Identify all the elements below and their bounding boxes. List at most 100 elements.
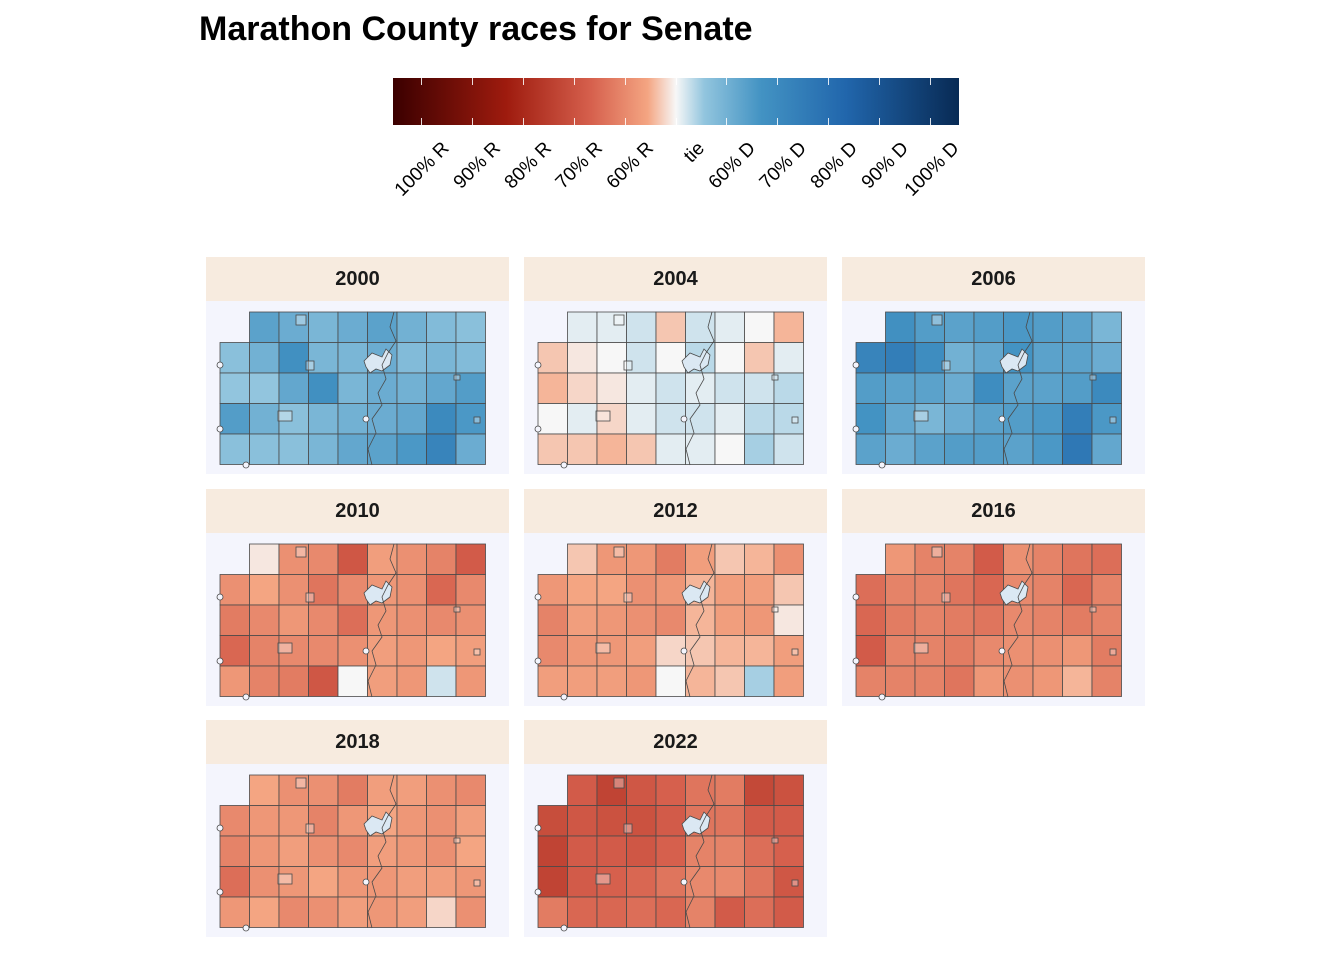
legend-label: 80% R [500,138,557,194]
township-cell [626,866,657,898]
municipality-outline [623,592,633,603]
municipality-outline [771,606,779,613]
township-cell [537,665,568,697]
township-cell [855,604,886,636]
legend-tick-top [420,78,422,85]
township-cell [1062,635,1093,667]
municipality-outline [473,879,481,887]
township-cell [426,372,457,404]
county-map-svg [852,543,1122,701]
river-line [367,774,397,929]
village-outline [534,593,542,601]
township-cell [396,574,427,606]
river-line [1003,311,1033,466]
township-cell [914,604,945,636]
township-cell [567,574,598,606]
municipality-outline [623,823,633,834]
township-cell [855,433,886,465]
municipality-outline [913,410,929,422]
township-cell [426,604,457,636]
township-cell [655,665,686,697]
township-cell [219,896,250,928]
township-cell [626,896,657,928]
township-cell [626,433,657,465]
municipality-outline [623,360,633,371]
township-cell [396,866,427,898]
township-cell [308,342,339,374]
municipality-outline [771,837,779,844]
township-cell [219,805,250,837]
county-map-svg [216,311,486,469]
facet-strip-label: 2010 [206,489,509,533]
township-cell [249,342,280,374]
township-cell [744,635,775,667]
township-cell [1003,665,1034,697]
township-cell [1062,665,1093,697]
township-cell [367,433,398,465]
township-cell [308,604,339,636]
township-cell [219,866,250,898]
village-outline [242,461,250,469]
township-cell [714,372,745,404]
township-cell [744,311,775,343]
village-outline [242,693,250,701]
village-outline [534,888,542,896]
village-outline [362,415,370,423]
township-cell [655,574,686,606]
municipality-outline [613,777,625,789]
township-cell [1091,665,1122,697]
township-cell [249,866,280,898]
township-cell [219,574,250,606]
township-cell [426,665,457,697]
township-cell [567,665,598,697]
township-cell [396,896,427,928]
township-cell [567,604,598,636]
township-cell [1032,342,1063,374]
township-cell [655,433,686,465]
township-cell [367,665,398,697]
township-cell [714,896,745,928]
township-cell [308,635,339,667]
township-cell [455,665,486,697]
township-cell [278,665,309,697]
township-cell [426,805,457,837]
township-cell [626,805,657,837]
township-cell [714,433,745,465]
village-outline [242,924,250,932]
township-cell [773,665,804,697]
village-outline [534,425,542,433]
township-cell [278,342,309,374]
township-cell [626,342,657,374]
township-cell [944,403,975,435]
township-cell [914,543,945,575]
legend-label: 100% D [900,138,964,201]
township-cell [278,774,309,806]
township-cell [626,574,657,606]
municipality-outline [1109,648,1117,656]
municipality-outline [913,642,929,654]
township-cell [367,896,398,928]
city-area [363,580,393,606]
legend-tick-top [471,78,473,85]
facet-panel-2012: 2012 [524,489,827,706]
legend-label: 80% D [806,138,862,194]
township-cell [249,403,280,435]
township-cell [773,433,804,465]
township-cell [537,604,568,636]
township-cell [455,896,486,928]
township-cell [744,774,775,806]
township-cell [714,835,745,867]
township-cell [1032,433,1063,465]
township-cell [1003,311,1034,343]
township-cell [337,835,368,867]
township-cell [308,372,339,404]
township-cell [714,543,745,575]
township-cell [773,403,804,435]
municipality-outline [595,642,611,654]
legend-tick-bottom [522,118,524,125]
facet-strip-label: 2022 [524,720,827,764]
township-cell [426,774,457,806]
township-cell [426,835,457,867]
township-cell [249,896,280,928]
township-cell [773,574,804,606]
